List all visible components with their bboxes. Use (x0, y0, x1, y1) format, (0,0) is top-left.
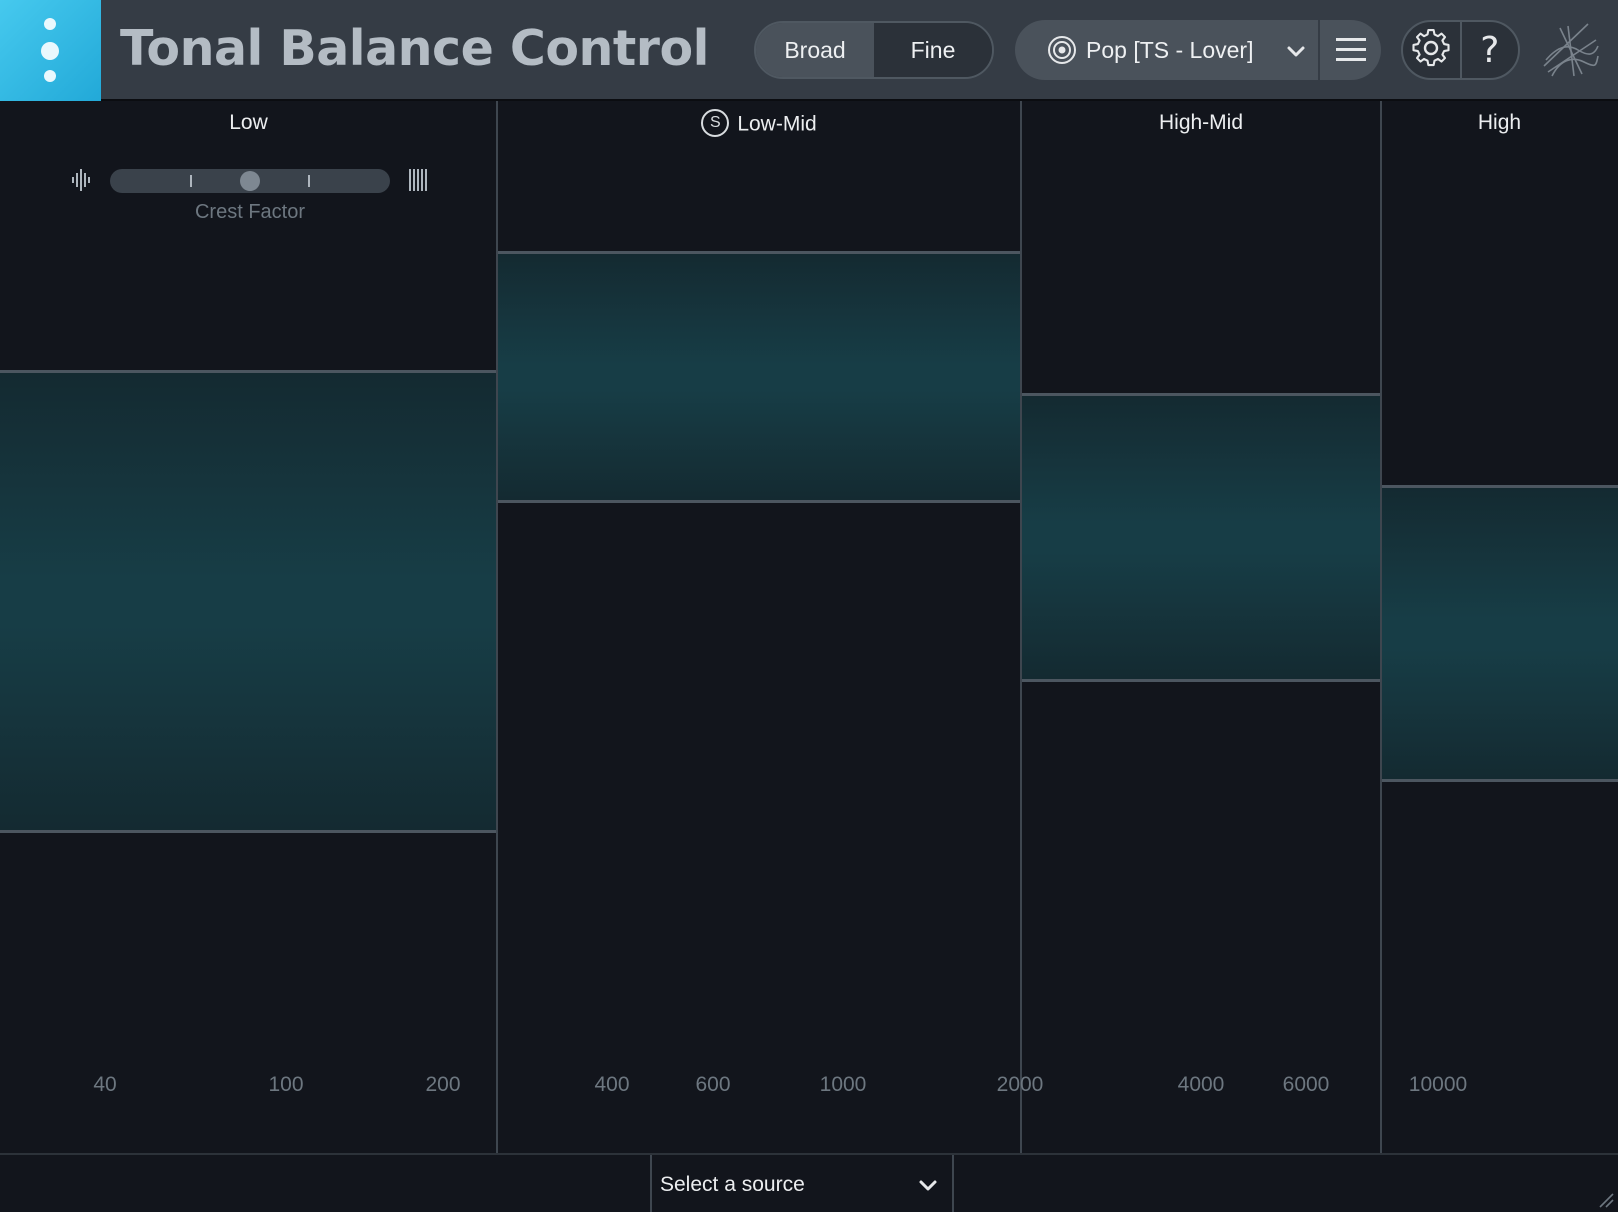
chevron-down-icon (916, 1173, 940, 1197)
app-title: Tonal Balance Control (120, 20, 709, 77)
preset-label: Pop [TS - Lover] (1086, 36, 1254, 63)
header-bar: Tonal Balance Control Broad Fine Pop [TS… (0, 0, 1618, 101)
band-divider (1380, 101, 1382, 1153)
menu-dot-icon (41, 42, 59, 60)
menu-dot-icon (44, 70, 56, 82)
band-title: S Low-Mid (497, 109, 1021, 139)
izotope-logo-icon (1538, 16, 1602, 84)
frequency-tick: 1000 (819, 1073, 867, 1096)
band-divider (1020, 101, 1022, 1153)
tonal-balance-display: Low S Low-Mid High-Mid High (0, 101, 1618, 1153)
low-mid-target-range (497, 251, 1021, 503)
help-icon: ? (1480, 29, 1500, 71)
source-select-label: Select a source (660, 1172, 805, 1196)
hamburger-menu-icon[interactable] (1333, 33, 1369, 67)
high-target-range (1381, 485, 1618, 782)
frequency-tick: 600 (695, 1073, 731, 1096)
band-divider (496, 101, 498, 1153)
resize-grip-icon[interactable] (1594, 1188, 1614, 1208)
target-icon (1046, 34, 1078, 66)
fine-view-button[interactable]: Fine (874, 23, 992, 77)
band-title: High (1477, 111, 1522, 134)
gear-icon (1410, 27, 1452, 74)
frequency-tick: 400 (594, 1073, 630, 1096)
band-high[interactable]: High (1381, 101, 1618, 1153)
view-mode-toggle: Broad Fine (754, 21, 994, 79)
frequency-tick: 10000 (1408, 1073, 1468, 1096)
crest-factor-slider[interactable] (110, 169, 390, 193)
preset-separator (1318, 20, 1320, 80)
target-preset-dropdown[interactable]: Pop [TS - Lover] (1015, 20, 1381, 80)
broad-view-button[interactable]: Broad (756, 23, 874, 77)
frequency-tick: 40 (93, 1073, 117, 1096)
slider-tick (308, 175, 310, 187)
slider-tick (190, 175, 192, 187)
band-low[interactable]: Low (0, 101, 497, 1153)
band-low-mid[interactable]: S Low-Mid (497, 101, 1021, 1153)
transient-icon (70, 167, 92, 198)
utility-buttons: ? (1401, 20, 1520, 80)
band-title: Low (229, 111, 268, 134)
band-title-label: Low-Mid (737, 112, 817, 136)
frequency-tick: 4000 (1177, 1073, 1225, 1096)
band-title: High-Mid (1158, 111, 1244, 134)
chevron-down-icon (1283, 38, 1309, 64)
frequency-tick: 200 (425, 1073, 461, 1096)
menu-dot-icon (44, 18, 56, 30)
sustain-icon (408, 167, 430, 198)
app-menu-button[interactable] (0, 0, 101, 101)
solo-icon[interactable]: S (701, 109, 730, 137)
crest-factor-control: Crest Factor (66, 163, 436, 233)
low-target-range (0, 370, 497, 833)
frequency-tick: 6000 (1282, 1073, 1330, 1096)
high-mid-target-range (1021, 393, 1381, 682)
source-select-dropdown[interactable]: Select a source (650, 1155, 954, 1212)
slider-knob[interactable] (240, 171, 260, 191)
footer-bar: Select a source (0, 1153, 1618, 1212)
utility-separator (1459, 22, 1462, 78)
frequency-tick: 100 (268, 1073, 304, 1096)
crest-factor-label: Crest Factor (194, 201, 306, 223)
settings-button[interactable] (1403, 22, 1460, 78)
frequency-tick: 2000 (996, 1073, 1044, 1096)
band-high-mid[interactable]: High-Mid (1021, 101, 1381, 1153)
help-button[interactable]: ? (1462, 22, 1519, 78)
